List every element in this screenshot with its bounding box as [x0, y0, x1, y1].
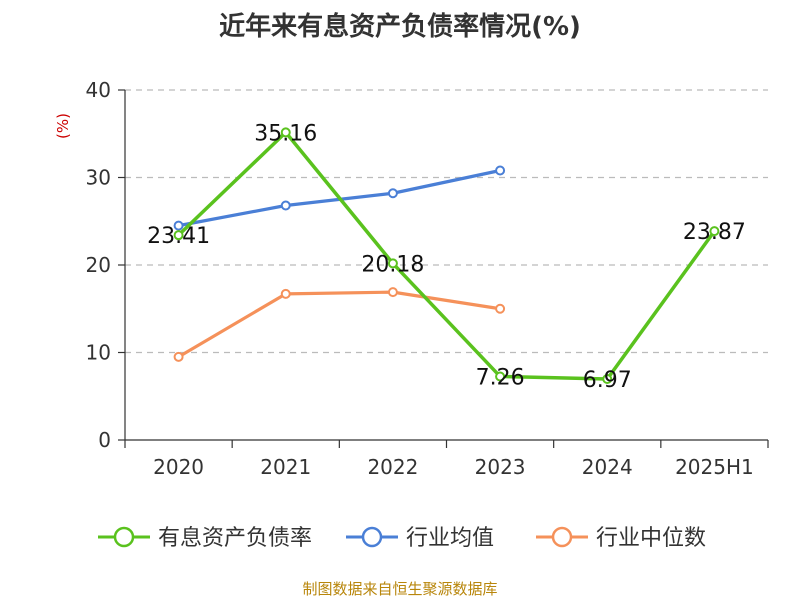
data-labels-layer: 23.41 35.16 20.18 7.26 6.97 23.87	[147, 121, 746, 393]
data-point	[495, 371, 506, 382]
data-label: 7.26	[476, 365, 525, 390]
x-tick-label-2022: 2022	[367, 455, 418, 479]
legend-item-0: 有息资产负债率	[98, 526, 312, 551]
legend-label: 有息资产负债率	[158, 526, 312, 551]
y-axis-unit-label: (%)	[54, 113, 72, 139]
x-tick-label-2020: 2020	[153, 455, 204, 479]
y-tick-label: 30	[86, 166, 111, 190]
legend-marker	[361, 526, 383, 548]
data-point	[280, 127, 291, 138]
y-tick-label: 40	[86, 78, 111, 102]
legend-label: 行业均值	[406, 526, 494, 551]
legend: 有息资产负债率 行业均值 行业中位数	[98, 526, 706, 551]
legend-marker	[551, 526, 573, 548]
data-point	[495, 165, 506, 176]
series-line	[177, 290, 501, 359]
y-tick-label: 10	[86, 341, 111, 365]
data-point	[280, 288, 291, 299]
data-label: 20.18	[361, 252, 424, 277]
gridlines	[125, 89, 768, 354]
data-point	[173, 230, 184, 241]
y-tick-label: 0	[98, 428, 111, 452]
data-point	[602, 374, 613, 385]
axes: 0 10 20 30 40 2020 2021 2022 2023 2024 2025H1	[86, 78, 769, 479]
series-line	[177, 130, 716, 381]
legend-item-1: 行业均值	[346, 526, 494, 551]
chart-title: 近年来有息资产负债率情况(%)	[219, 12, 581, 42]
source-note: 制图数据来自恒生聚源数据库	[302, 580, 498, 598]
data-point	[280, 200, 291, 211]
data-point	[495, 303, 506, 314]
x-tick-label-2021: 2021	[260, 455, 311, 479]
data-point	[387, 287, 398, 298]
y-tick-label: 20	[86, 253, 111, 277]
legend-marker	[113, 526, 135, 548]
series-0	[173, 127, 720, 385]
data-point	[709, 226, 720, 237]
data-point	[173, 351, 184, 362]
data-point	[387, 188, 398, 199]
data-label: 35.16	[254, 121, 317, 146]
series-layer	[173, 127, 720, 385]
x-tick-label-2025H1: 2025H1	[675, 455, 754, 479]
data-label: 23.41	[147, 224, 210, 249]
series-2	[173, 287, 506, 362]
data-point	[387, 258, 398, 269]
legend-label: 行业中位数	[596, 526, 706, 551]
x-tick-label-2023: 2023	[475, 455, 526, 479]
data-point	[173, 220, 184, 231]
data-label: 23.87	[683, 220, 746, 245]
legend-item-2: 行业中位数	[536, 526, 706, 551]
data-label: 6.97	[583, 368, 632, 393]
x-tick-label-2024: 2024	[582, 455, 633, 479]
